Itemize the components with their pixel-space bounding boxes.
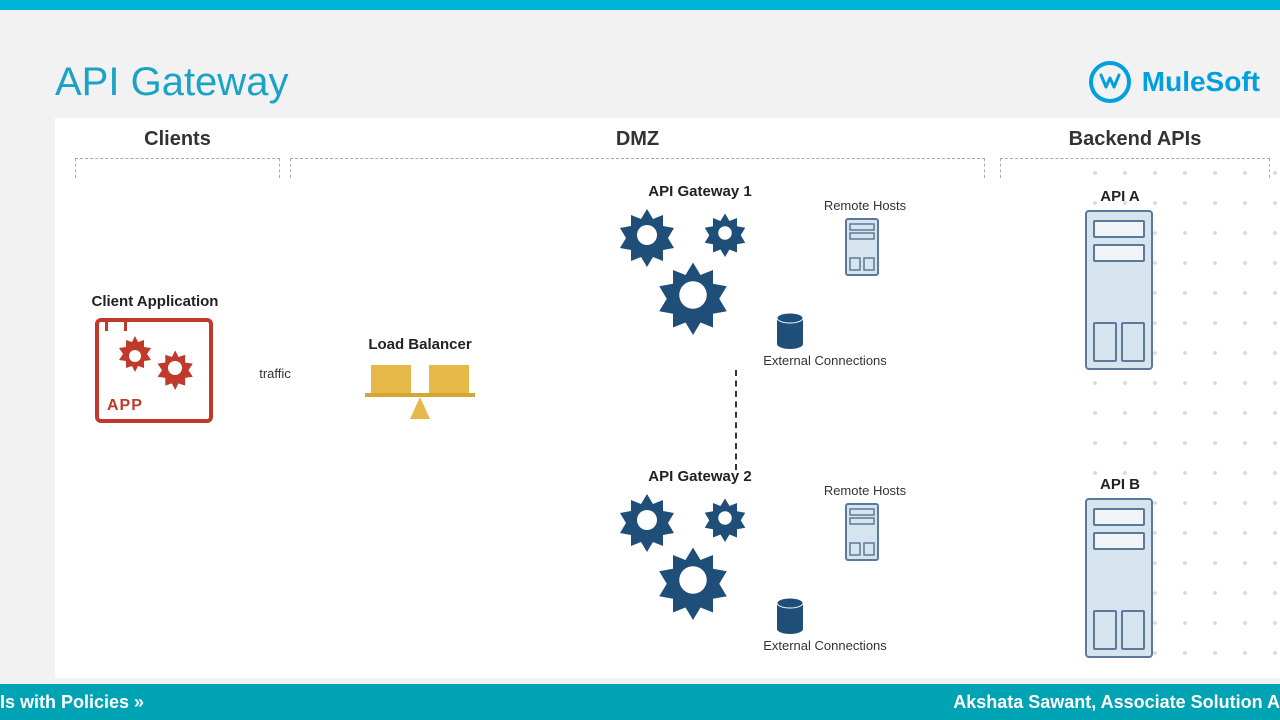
- architecture-diagram: Clients DMZ Backend APIs Client Applicat…: [55, 118, 1280, 678]
- gateway-connector-line: [735, 370, 737, 470]
- slide-title: API Gateway: [55, 60, 288, 105]
- gateway-1-label: API Gateway 1: [615, 183, 785, 200]
- footer-right-text: Akshata Sawant, Associate Solution A: [953, 684, 1280, 720]
- gateway-2-db-icon: [775, 598, 805, 634]
- footer-bar: Is with Policies » Akshata Sawant, Assoc…: [0, 684, 1280, 720]
- section-backend-label: Backend APIs: [1000, 128, 1270, 151]
- gateway-2-label: API Gateway 2: [615, 468, 785, 485]
- section-dmz-label: DMZ: [290, 128, 985, 151]
- gateway-1-host-icon: [845, 218, 879, 276]
- load-balancer-label: Load Balancer: [345, 336, 495, 353]
- gateway-2-host-icon: [845, 503, 879, 561]
- gateway-1-gears-icon: [615, 203, 785, 343]
- gateway-1-remote-hosts-label: Remote Hosts: [815, 198, 915, 213]
- client-app-label: Client Application: [70, 293, 240, 310]
- gateway-2-remote-hosts-label: Remote Hosts: [815, 483, 915, 498]
- top-accent-bar: [0, 0, 1280, 10]
- brand-logo: MuleSoft: [1088, 60, 1260, 104]
- section-backend-bracket: [1000, 158, 1270, 178]
- api-a-label: API A: [1075, 188, 1165, 205]
- client-app-icon: APP: [95, 318, 213, 423]
- api-a-server-icon: [1085, 210, 1153, 370]
- section-dmz-bracket: [290, 158, 985, 178]
- gear-icon: [113, 332, 198, 392]
- mulesoft-icon: [1088, 60, 1132, 104]
- gateway-2-ext-conn-label: External Connections: [750, 638, 900, 653]
- gateway-1-ext-conn-label: External Connections: [750, 353, 900, 368]
- brand-name: MuleSoft: [1142, 66, 1260, 98]
- traffic-label: traffic: [245, 366, 305, 381]
- section-clients-bracket: [75, 158, 280, 178]
- gateway-2-gears-icon: [615, 488, 785, 628]
- load-balancer-icon: [365, 393, 475, 397]
- client-app-text: APP: [107, 397, 143, 415]
- section-clients-label: Clients: [75, 128, 280, 151]
- footer-left-text: Is with Policies »: [0, 684, 144, 720]
- api-b-label: API B: [1075, 476, 1165, 493]
- gateway-1-db-icon: [775, 313, 805, 349]
- api-b-server-icon: [1085, 498, 1153, 658]
